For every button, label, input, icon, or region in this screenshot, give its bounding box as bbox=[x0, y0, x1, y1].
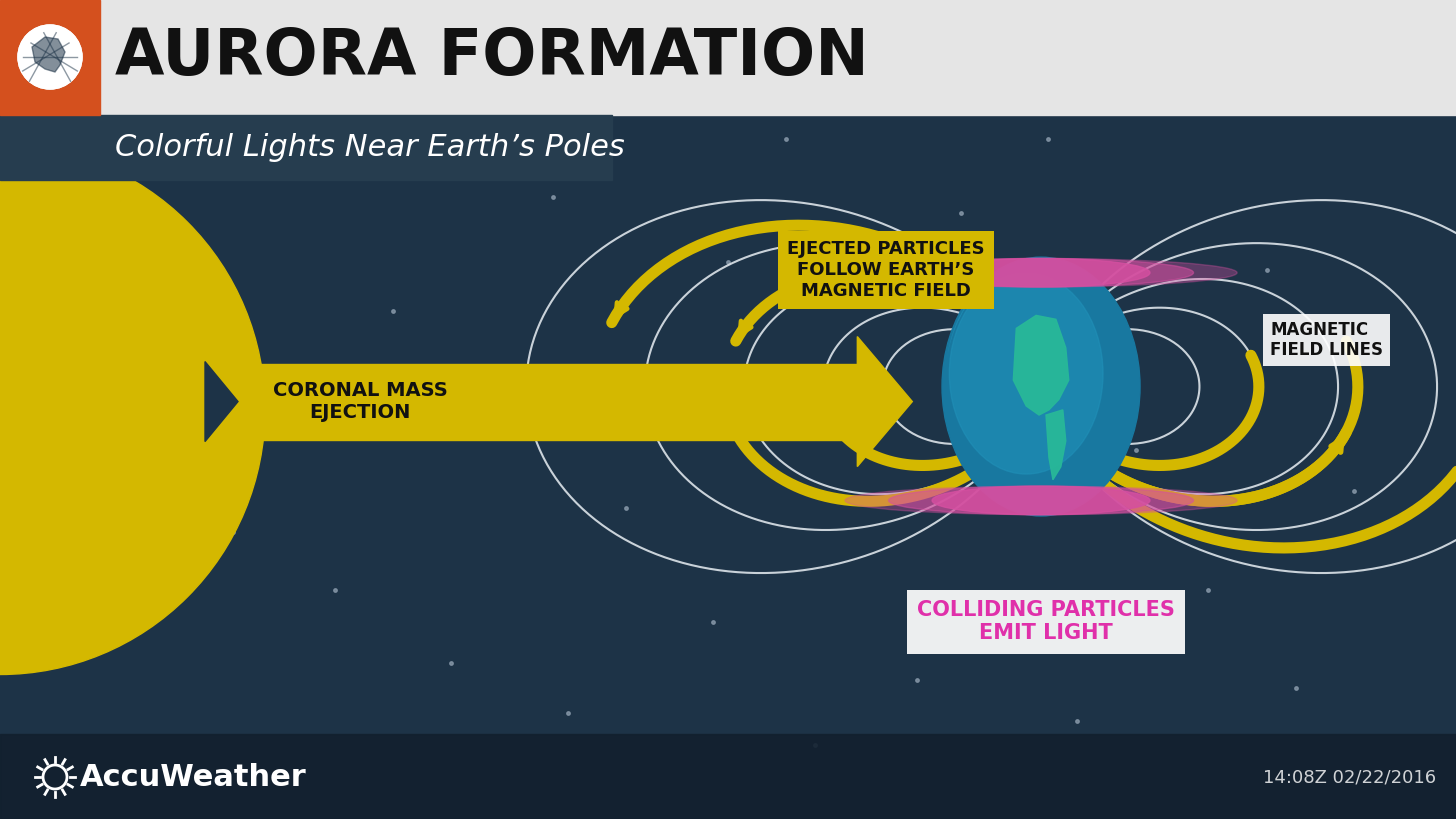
Circle shape bbox=[0, 144, 265, 675]
Ellipse shape bbox=[949, 274, 1104, 474]
Text: MAGNETIC
FIELD LINES: MAGNETIC FIELD LINES bbox=[1270, 320, 1383, 360]
Polygon shape bbox=[1013, 315, 1069, 415]
Ellipse shape bbox=[844, 486, 1238, 514]
Ellipse shape bbox=[946, 270, 1105, 477]
Polygon shape bbox=[1013, 315, 1069, 415]
Ellipse shape bbox=[945, 261, 1137, 512]
Ellipse shape bbox=[888, 259, 1194, 287]
Text: CORONAL MASS
EJECTION: CORONAL MASS EJECTION bbox=[272, 381, 447, 422]
Circle shape bbox=[17, 25, 82, 89]
Ellipse shape bbox=[844, 259, 1238, 287]
Text: AURORA FORMATION: AURORA FORMATION bbox=[115, 26, 869, 88]
Polygon shape bbox=[205, 361, 237, 441]
Ellipse shape bbox=[932, 259, 1150, 287]
Ellipse shape bbox=[888, 486, 1194, 514]
Polygon shape bbox=[1045, 410, 1066, 480]
Bar bbox=[0, 115, 612, 180]
Text: 14:08Z 02/22/2016: 14:08Z 02/22/2016 bbox=[1262, 768, 1436, 786]
Polygon shape bbox=[858, 337, 913, 467]
Text: COLLIDING PARTICLES
EMIT LIGHT: COLLIDING PARTICLES EMIT LIGHT bbox=[917, 600, 1175, 643]
Text: AccuWeather: AccuWeather bbox=[80, 762, 307, 791]
Bar bbox=[0, 0, 100, 115]
Text: Colorful Lights Near Earth’s Poles: Colorful Lights Near Earth’s Poles bbox=[115, 133, 625, 162]
Polygon shape bbox=[1045, 410, 1066, 480]
Polygon shape bbox=[32, 37, 66, 72]
Bar bbox=[0, 0, 1456, 115]
Text: EJECTED PARTICLES
FOLLOW EARTH’S
MAGNETIC FIELD: EJECTED PARTICLES FOLLOW EARTH’S MAGNETI… bbox=[788, 240, 984, 300]
Ellipse shape bbox=[942, 257, 1140, 516]
Circle shape bbox=[17, 25, 82, 89]
Bar bbox=[0, 734, 1456, 819]
Bar bbox=[210, 364, 858, 440]
Ellipse shape bbox=[932, 486, 1150, 514]
